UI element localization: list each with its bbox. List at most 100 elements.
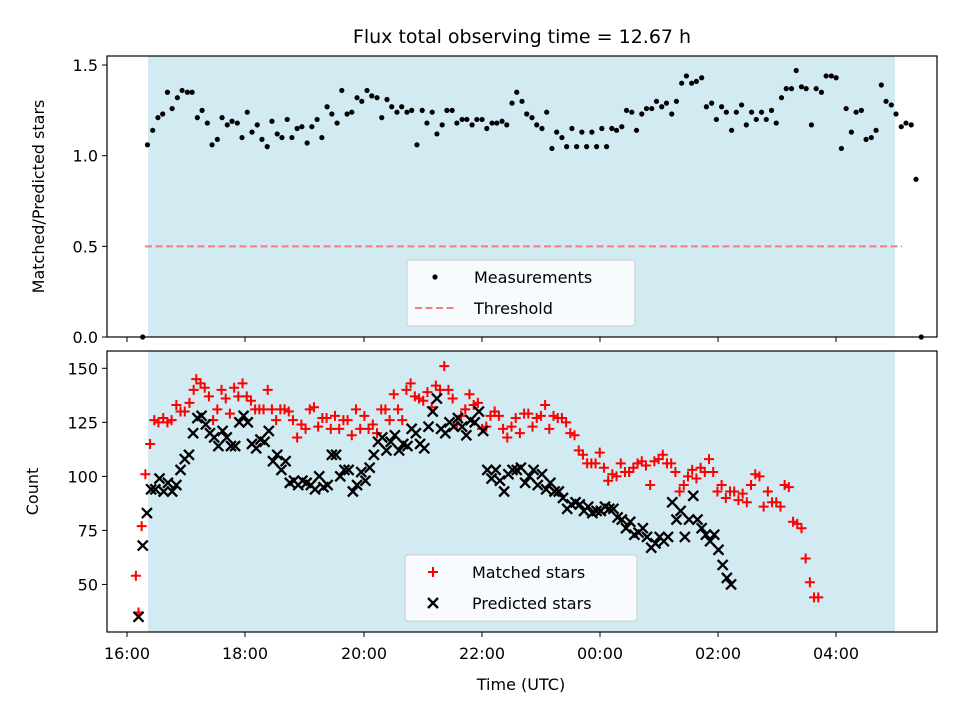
matched-point <box>678 480 689 491</box>
predicted-point <box>153 472 166 485</box>
measurement-point <box>908 122 914 128</box>
matched-point <box>796 523 807 534</box>
matched-point <box>514 428 525 439</box>
measurement-point <box>414 142 420 148</box>
predicted-point <box>321 479 334 491</box>
measurement-point <box>429 109 435 115</box>
matched-point <box>359 410 370 421</box>
matched-point <box>287 415 298 426</box>
matched-point <box>737 488 748 499</box>
predicted-point <box>712 544 725 556</box>
x-tick-label: 02:00 <box>695 644 741 663</box>
measurement-point <box>703 104 709 110</box>
predicted-point <box>241 416 254 429</box>
matched-point <box>355 423 366 434</box>
matched-point <box>292 432 303 443</box>
measurement-point <box>174 95 180 101</box>
matched-point <box>544 423 555 434</box>
measurement-point <box>349 109 355 115</box>
matched-point <box>598 462 609 473</box>
predicted-point <box>401 440 414 452</box>
measurement-point <box>903 120 909 126</box>
matched-point <box>136 521 147 532</box>
predicted-point <box>603 502 616 515</box>
measurement-point <box>639 111 645 117</box>
predicted-point <box>721 572 733 584</box>
predicted-point <box>607 502 620 515</box>
matched-point <box>447 393 458 404</box>
measurement-point <box>449 107 455 113</box>
matched-point <box>271 415 282 426</box>
measurement-point <box>613 127 620 133</box>
predicted-point <box>582 500 595 513</box>
measurement-point <box>673 98 680 104</box>
matched-point <box>203 391 214 402</box>
measurement-point <box>653 98 660 104</box>
measurement-point <box>284 116 290 123</box>
measurement-point <box>758 109 765 115</box>
matched-point <box>380 404 391 415</box>
predicted-point <box>195 410 208 422</box>
measurement-point <box>833 75 839 81</box>
matched-point <box>611 471 622 482</box>
matched-point <box>351 404 361 415</box>
matched-point <box>775 501 786 512</box>
predicted-point <box>439 427 452 439</box>
matched-point <box>393 404 404 415</box>
measurement-point <box>499 118 505 124</box>
matched-point <box>245 395 256 406</box>
measurement-point <box>224 122 230 128</box>
predicted-point <box>389 429 401 442</box>
matched-point <box>577 449 588 460</box>
ratio-panel: 0.0 0.5 1.0 1.5 Matched/Predicted stars Measu… <box>29 55 938 347</box>
matched-point <box>283 406 294 417</box>
matched-point <box>388 389 399 400</box>
predicted-point <box>187 427 199 439</box>
measurement-point <box>264 144 270 150</box>
legend-label: Measurements <box>474 268 592 287</box>
measurement-point <box>494 120 500 126</box>
measurement-point <box>409 107 415 113</box>
matched-point <box>397 415 408 426</box>
predicted-point <box>309 483 321 496</box>
predicted-point <box>590 505 603 517</box>
measurement-point <box>155 115 161 121</box>
predicted-point <box>544 477 557 489</box>
predicted-point <box>641 531 653 543</box>
matched-point <box>166 415 177 426</box>
predicted-point <box>418 442 431 455</box>
matched-point <box>493 410 504 421</box>
legend-label: Matched stars <box>472 563 585 582</box>
matched-point <box>813 592 824 603</box>
matched-point <box>266 404 277 415</box>
measurement-point <box>404 109 410 115</box>
matched-point <box>716 480 727 491</box>
matched-point <box>666 458 677 469</box>
measurement-point <box>823 73 829 79</box>
predicted-point <box>334 470 347 483</box>
measurement-point <box>549 145 555 152</box>
predicted-point <box>473 405 485 418</box>
measurement-point <box>329 111 335 117</box>
matched-point <box>342 415 353 426</box>
x-tick-label: 20:00 <box>341 644 387 663</box>
matched-point <box>720 492 731 503</box>
measurement-point <box>344 111 350 117</box>
predicted-point <box>725 578 737 591</box>
matched-point <box>460 404 471 415</box>
matched-point <box>367 419 378 430</box>
predicted-point <box>704 535 716 548</box>
y-tick-label: 75 <box>78 521 98 540</box>
measurement-point <box>209 142 215 148</box>
predicted-point <box>355 466 368 478</box>
measurement-point <box>883 98 889 104</box>
matched-point <box>590 458 601 469</box>
matched-point <box>615 458 626 469</box>
matched-point <box>184 397 195 408</box>
measurement-point <box>169 105 175 112</box>
axes-frame <box>106 350 938 633</box>
matched-point <box>594 447 605 458</box>
measurement-point <box>474 116 480 123</box>
measurement-point <box>679 80 685 86</box>
x-tick-label: 18:00 <box>222 644 268 663</box>
